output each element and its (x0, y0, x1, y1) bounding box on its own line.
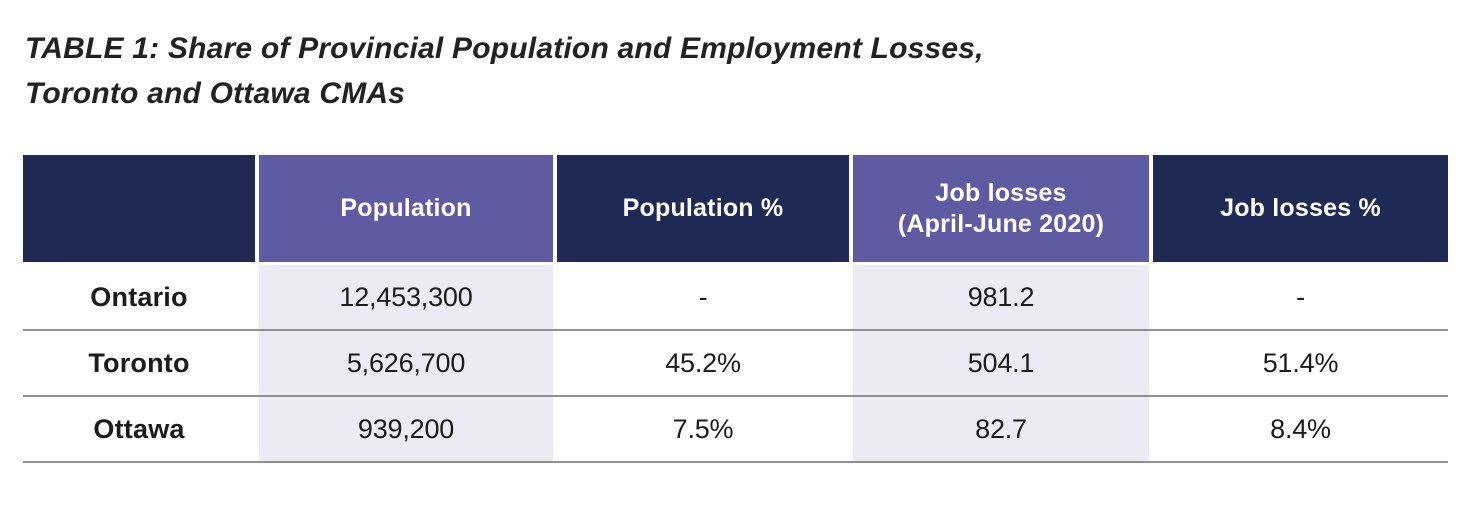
table-row-ottawa: Ottawa 939,200 7.5% 82.7 8.4% (23, 397, 1448, 463)
cell-job-losses: 504.1 (853, 331, 1149, 395)
col-header-job-losses-label-line2: (April-June 2020) (897, 209, 1105, 238)
col-header-job-losses-pct-label: Job losses % (1220, 194, 1381, 222)
row-label: Ottawa (93, 413, 185, 444)
cell-population-pct: 7.5% (672, 413, 734, 444)
cell-job-losses: 82.7 (853, 397, 1149, 461)
cell-population-pct: 45.2% (665, 347, 741, 378)
table-title-line1: TABLE 1: Share of Provincial Population … (25, 32, 984, 65)
col-header-population-pct-label: Population % (622, 194, 784, 222)
cell-population: 12,453,300 (259, 265, 553, 329)
col-header-population-label: Population (340, 194, 472, 222)
table-title: TABLE 1: Share of Provincial Population … (25, 26, 984, 116)
row-label: Ontario (90, 281, 188, 312)
cell-population: 939,200 (259, 397, 553, 461)
table-row-ontario: Ontario 12,453,300 - 981.2 - (23, 265, 1448, 331)
cell-population-pct: - (698, 281, 708, 312)
cell-job-losses: 981.2 (853, 265, 1149, 329)
cell-population: 5,626,700 (259, 331, 553, 395)
col-header-job-losses: Job losses (April-June 2020) (853, 155, 1149, 262)
row-label: Toronto (88, 347, 190, 378)
col-header-population-pct: Population % (557, 155, 849, 262)
data-table: Population Population % Job losses (Apri… (23, 155, 1448, 463)
col-header-job-losses-pct: Job losses % (1153, 155, 1448, 262)
col-header-empty (23, 155, 255, 262)
table-body: Ontario 12,453,300 - 981.2 - Toronto 5,6… (23, 265, 1448, 463)
header-row: Population Population % Job losses (Apri… (23, 155, 1448, 262)
table-row-toronto: Toronto 5,626,700 45.2% 504.1 51.4% (23, 331, 1448, 397)
table-title-line2: Toronto and Ottawa CMAs (25, 77, 406, 110)
cell-job-losses-pct: 51.4% (1262, 347, 1339, 378)
cell-job-losses-pct: - (1296, 281, 1305, 312)
col-header-job-losses-label-line1: Job losses (935, 178, 1067, 207)
cell-job-losses-pct: 8.4% (1270, 413, 1331, 444)
col-header-population: Population (259, 155, 553, 262)
